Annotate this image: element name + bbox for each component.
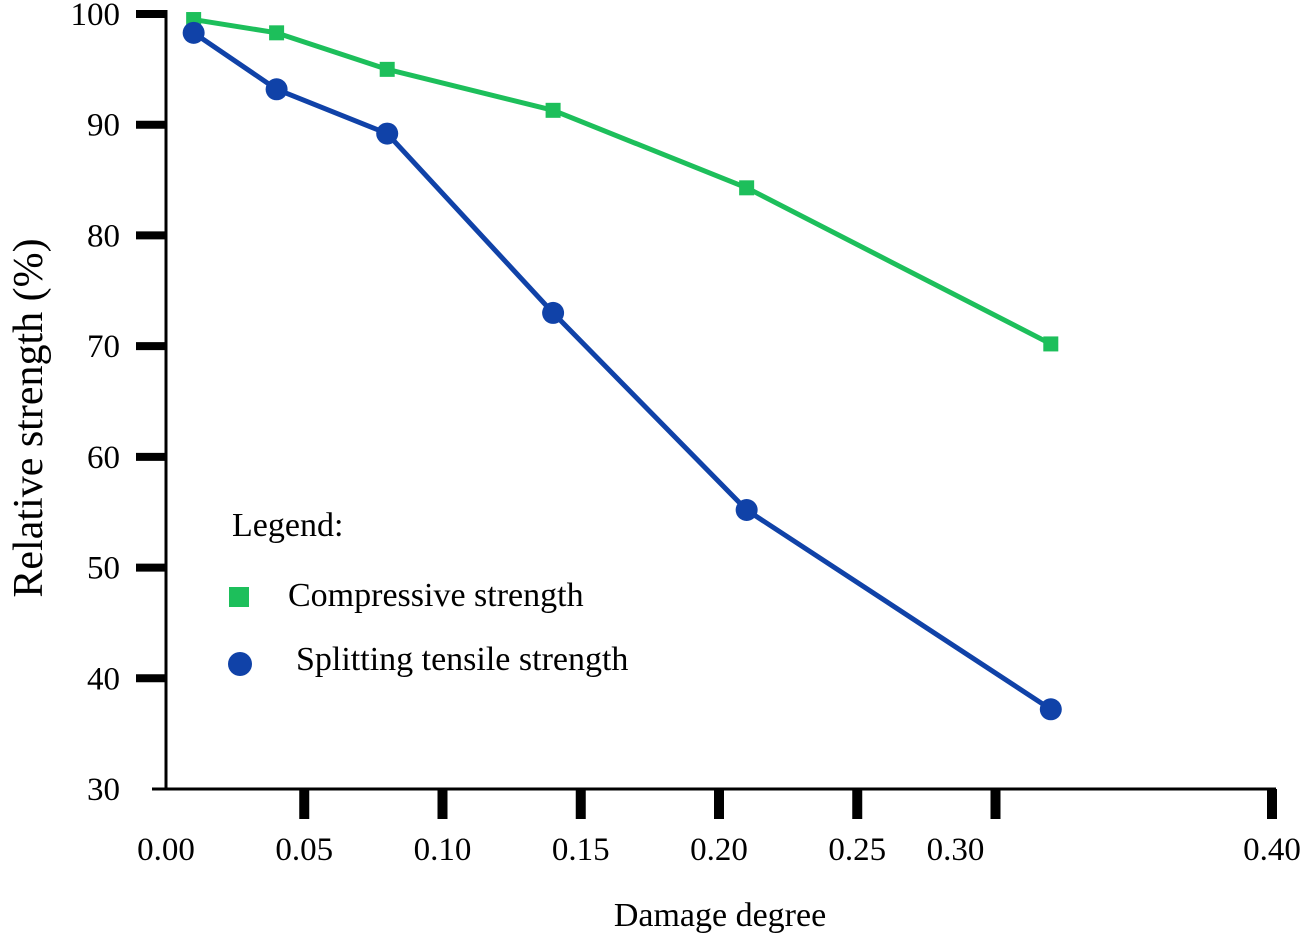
x-tick-label: 0.30: [927, 832, 985, 868]
y-tick-label: 40: [87, 661, 120, 697]
y-tick-label: 60: [87, 440, 120, 476]
data-point: [376, 122, 399, 145]
x-tick-label: 0.15: [552, 832, 610, 868]
legend-entry: Compressive strength: [288, 577, 584, 614]
y-tick-label: 50: [87, 551, 120, 587]
data-point: [265, 78, 288, 101]
x-tick-label: 0.10: [414, 832, 472, 868]
data-point: [735, 499, 758, 521]
data-point: [1039, 698, 1062, 721]
series-compressive-strength: [186, 12, 1059, 352]
data-point: [545, 102, 561, 118]
y-tick-label: 30: [87, 772, 120, 808]
legend: Legend: Compressive strength Splitting ten…: [228, 507, 628, 678]
legend-entry: Splitting tensile strength: [296, 641, 628, 678]
y-tick-label: 90: [87, 108, 120, 144]
series-line: [193, 17, 1052, 347]
data-point: [182, 21, 205, 44]
x-tick-label: 0.40: [1243, 832, 1301, 868]
x-tick-label: 0.25: [828, 832, 886, 868]
data-point: [542, 301, 565, 324]
data-point: [739, 180, 755, 196]
data-point: [269, 25, 285, 41]
y-tick-label: 70: [87, 329, 120, 365]
x-tick-label: 0.20: [690, 832, 748, 868]
legend-title: Legend:: [232, 507, 343, 544]
legend-marker: [228, 652, 252, 676]
data-point: [1043, 336, 1059, 352]
series-line: [192, 30, 1053, 712]
data-point: [379, 61, 395, 77]
y-axis-label: Relative strength (%): [6, 238, 52, 597]
y-tick-label: 100: [71, 0, 121, 33]
x-tick-label: 0.00: [137, 832, 195, 868]
x-tick-label: 0.05: [275, 832, 333, 868]
y-tick-label: 80: [87, 218, 120, 254]
x-axis-label: Damage degree: [614, 897, 826, 934]
series-layer: [182, 12, 1062, 721]
axes: 30 40 50 60 70 80 90 100 0.00 0.05 0.10 0.15 0.20 0.2…: [71, 0, 1301, 868]
legend-marker: [229, 587, 249, 607]
series-splitting-tensile-strength: [182, 21, 1062, 721]
